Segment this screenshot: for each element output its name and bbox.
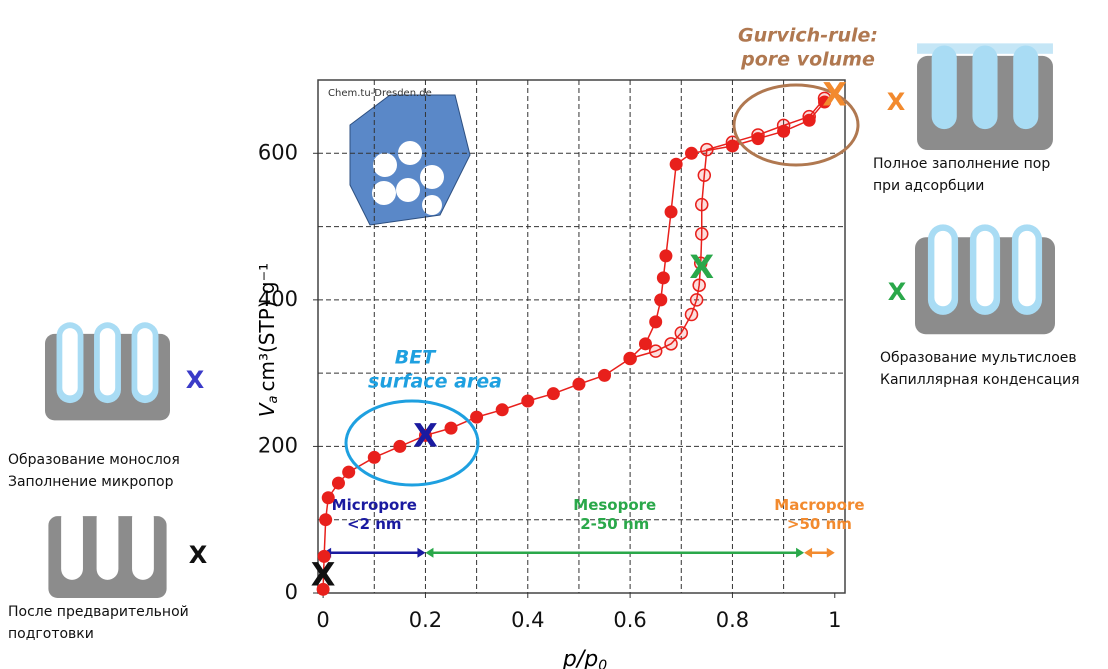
data-point — [496, 403, 509, 416]
x-axis-label: p/p0 — [562, 647, 607, 669]
y-label-unit: cm³(STP) g⁻¹ — [255, 263, 279, 392]
data-point — [696, 199, 708, 211]
data-point — [803, 111, 815, 123]
side-marker: X — [189, 541, 208, 569]
bet-ellipse — [346, 401, 478, 485]
data-point — [657, 271, 670, 284]
data-point — [322, 491, 335, 504]
data-point — [650, 345, 662, 357]
data-point — [686, 309, 698, 321]
range-label: <2 nm — [347, 515, 402, 533]
y-tick-label: 200 — [258, 433, 298, 457]
source-label: Chem.tu-Dresden.de — [328, 88, 432, 99]
x-tick-label: 0.2 — [409, 608, 442, 632]
x-label-sub: 0 — [598, 658, 607, 669]
marker-x: X — [689, 248, 714, 286]
data-point — [670, 158, 683, 171]
data-point — [752, 129, 764, 141]
side-marker: X — [888, 278, 907, 306]
pore-illustration — [915, 224, 1055, 334]
data-point — [778, 119, 790, 131]
data-point — [654, 293, 667, 306]
annotation: Gurvich-rule: — [738, 25, 878, 47]
data-point — [547, 387, 560, 400]
side-caption: подготовки — [8, 626, 94, 642]
side-caption: Полное заполнение пор — [873, 156, 1050, 172]
data-point — [368, 451, 381, 464]
x-tick-label: 0.6 — [613, 608, 646, 632]
annotation: BET — [395, 347, 437, 369]
pore-illustration — [917, 43, 1053, 150]
data-point — [598, 369, 611, 382]
range-name: Macropore — [774, 496, 864, 514]
data-point — [685, 147, 698, 160]
range-name: Mesopore — [573, 496, 656, 514]
y-label-sub: a — [266, 395, 281, 403]
x-tick-label: 0 — [316, 608, 329, 632]
x-label-text: p/p — [562, 647, 598, 669]
data-point — [649, 315, 662, 328]
page: 00.20.40.60.810200400600p/p0Vacm³(STP) g… — [0, 0, 1108, 669]
data-point — [393, 440, 406, 453]
y-tick-label: 600 — [258, 140, 298, 164]
range-label: 2-50 nm — [580, 515, 649, 533]
data-point — [624, 352, 636, 364]
data-point — [701, 144, 713, 156]
x-tick-label: 0.4 — [511, 608, 544, 632]
data-point — [665, 205, 678, 218]
side-caption: Заполнение микропор — [8, 474, 174, 490]
side-marker: X — [887, 88, 906, 116]
side-caption: Образование мультислоев — [880, 350, 1077, 366]
data-point — [521, 394, 534, 407]
marker-x: X — [311, 556, 336, 594]
mesopore-crystal — [350, 95, 470, 225]
side-caption: Образование монослоя — [8, 452, 180, 468]
side-caption: После предварительной — [8, 604, 189, 620]
side-caption: Капиллярная конденсация — [880, 372, 1080, 388]
data-point — [342, 466, 355, 479]
data-point — [696, 228, 708, 240]
y-axis-label: Vacm³(STP) g⁻¹ — [255, 263, 281, 417]
range-name: Micropore — [332, 496, 417, 514]
data-point — [659, 249, 672, 262]
pore-illustration — [48, 507, 166, 598]
data-point — [319, 513, 332, 526]
marker-x: X — [413, 416, 438, 454]
side-caption: при адсорбции — [873, 178, 984, 194]
range-label: >50 nm — [787, 515, 852, 533]
marker-x: X — [822, 76, 847, 114]
data-point — [675, 327, 687, 339]
annotation: surface area — [368, 371, 502, 393]
data-point — [470, 411, 483, 424]
data-point — [332, 477, 345, 490]
annotation: pore volume — [740, 49, 875, 71]
data-point — [691, 294, 703, 306]
data-point — [445, 422, 458, 435]
data-point — [572, 378, 585, 391]
x-tick-label: 0.8 — [716, 608, 749, 632]
x-tick-label: 1 — [828, 608, 841, 632]
side-marker: X — [186, 366, 205, 394]
y-tick-label: 0 — [285, 580, 298, 604]
pore-illustration — [45, 322, 170, 420]
data-point — [665, 338, 677, 350]
data-point — [698, 169, 710, 181]
